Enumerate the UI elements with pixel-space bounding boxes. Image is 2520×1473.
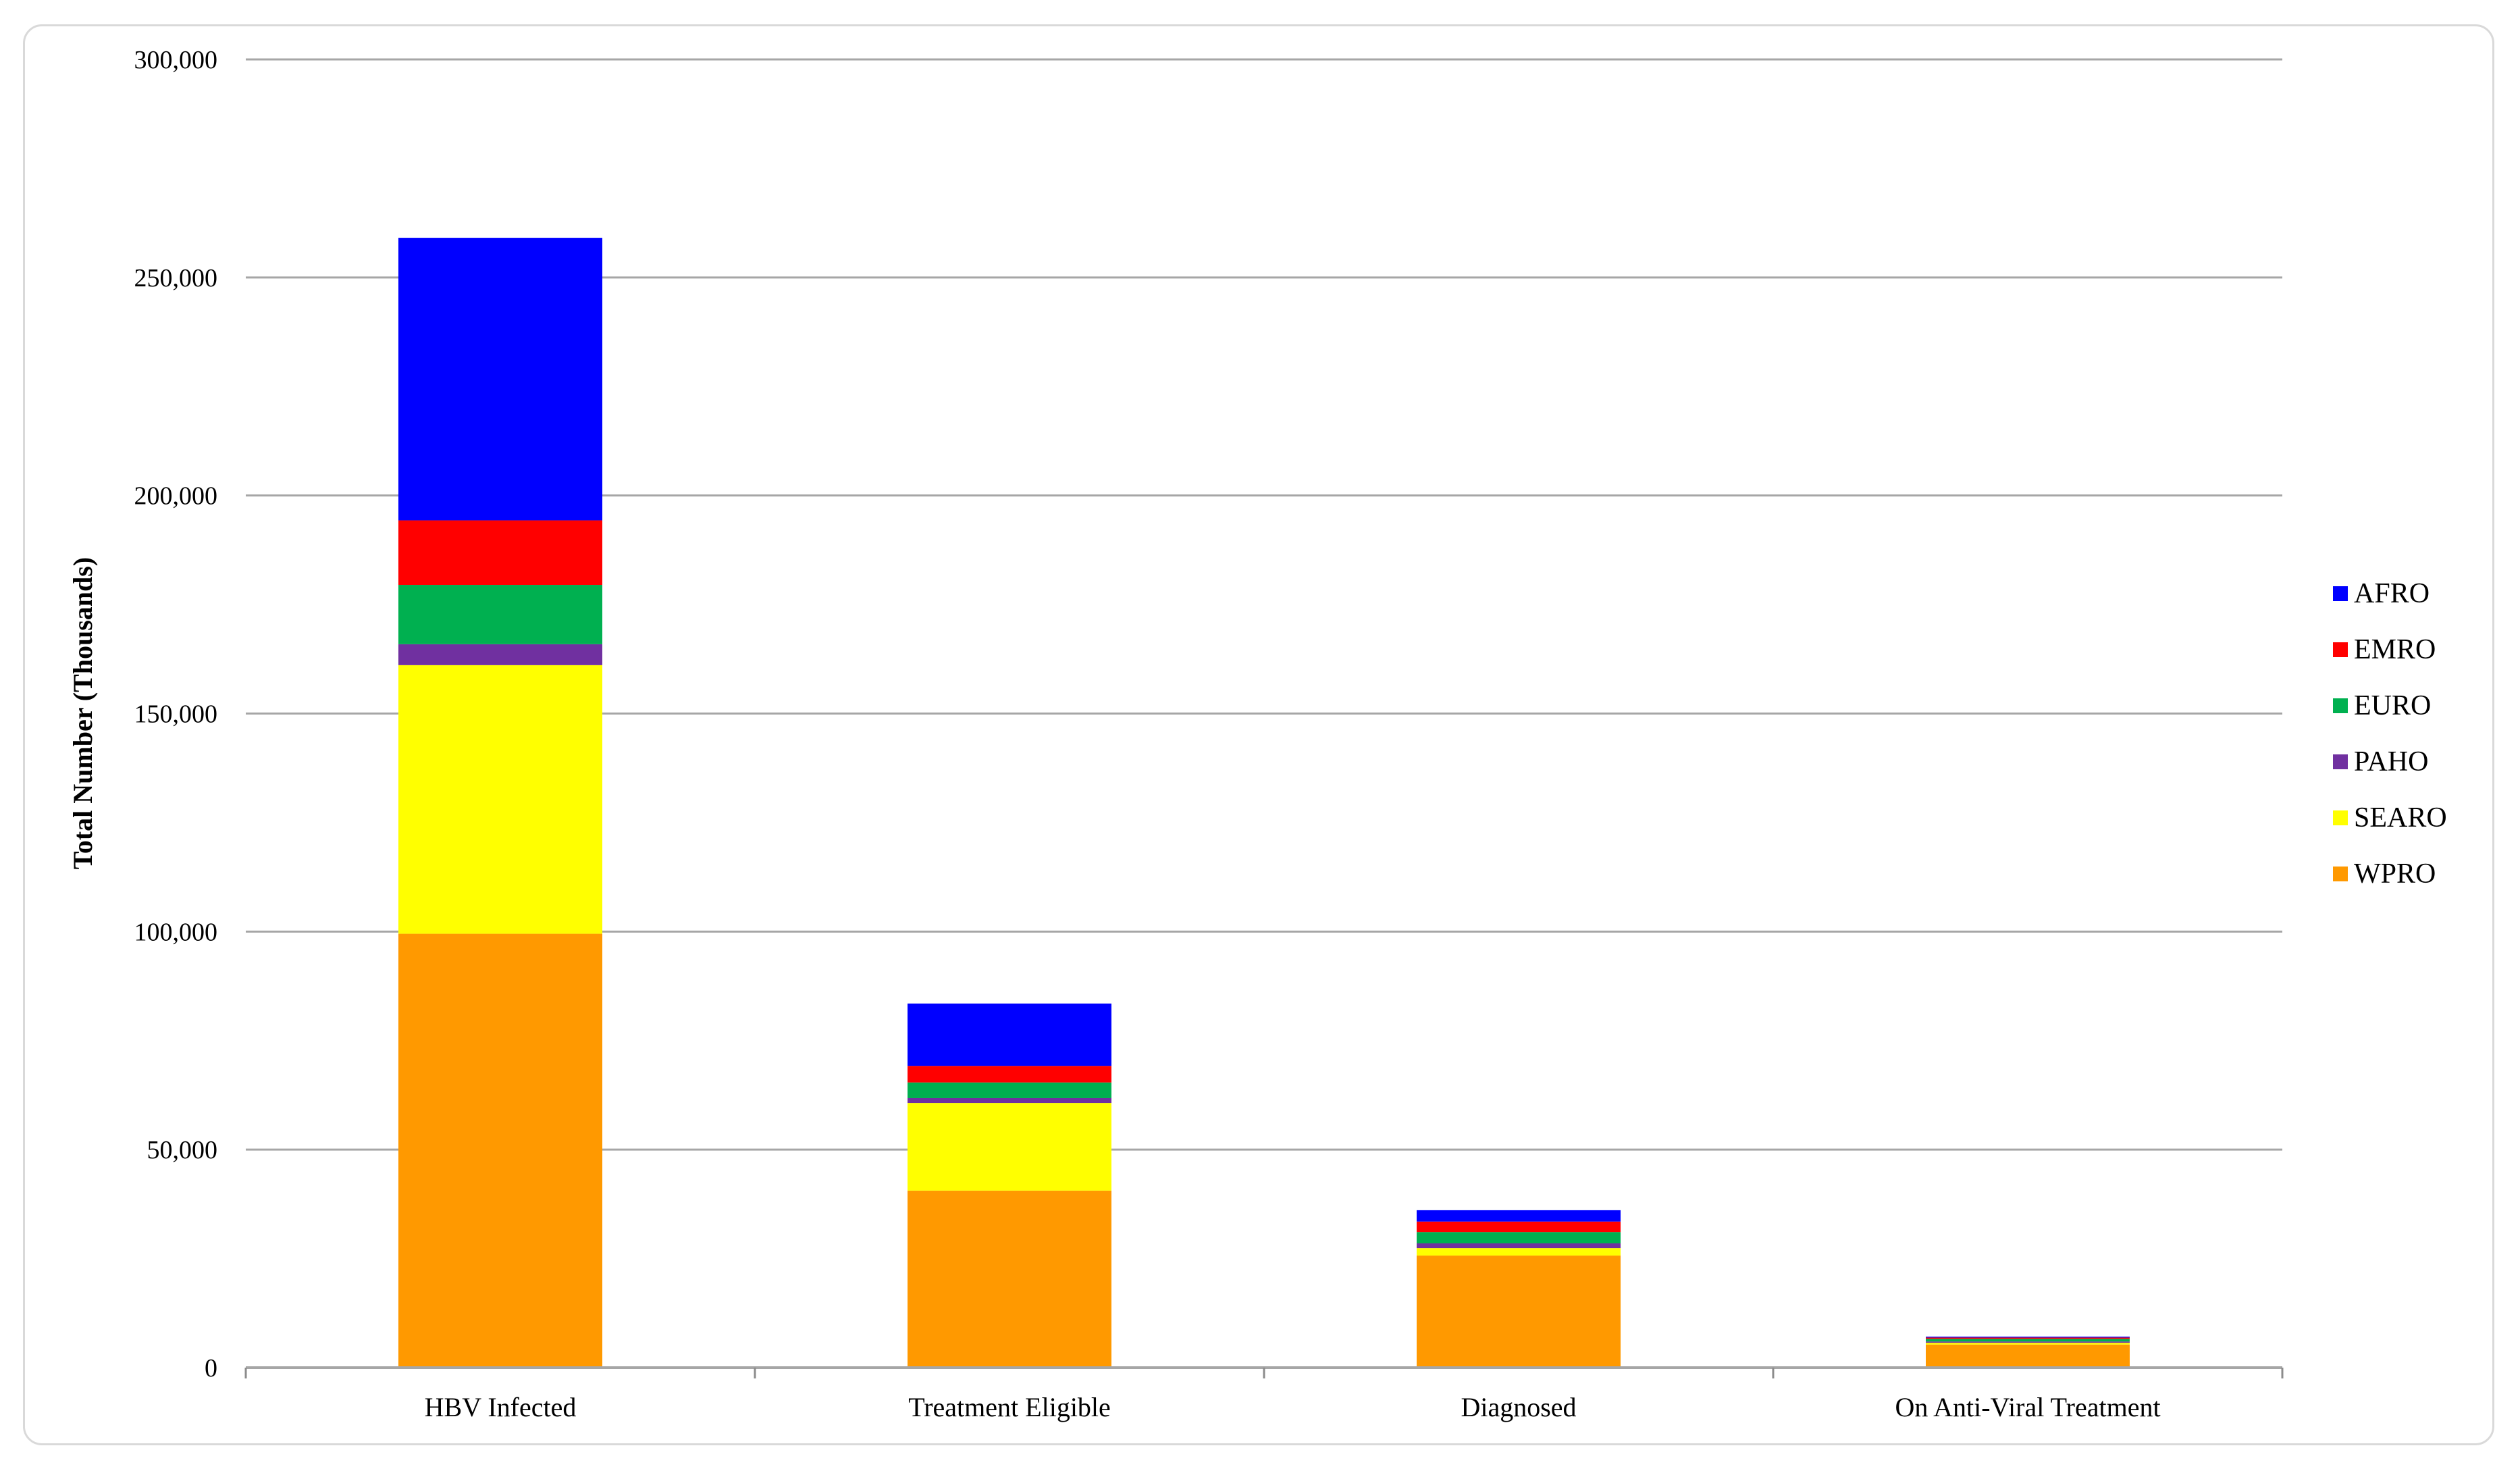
x-tick-label: Diagnosed — [1461, 1392, 1576, 1422]
axes: 0 50,000 100,000 150,000 200,000 250,000 300,0… — [134, 46, 2284, 1422]
bar-segment-emro — [1926, 1337, 2130, 1339]
bar-segment-emro — [1417, 1221, 1621, 1233]
y-tick-label: 200,000 — [134, 482, 218, 511]
y-tick-label: 50,000 — [147, 1136, 218, 1164]
y-tick-label: 300,000 — [134, 46, 218, 74]
legend-label-afro: AFRO — [2354, 578, 2430, 609]
y-tick-label: 0 — [205, 1354, 217, 1382]
bar-segment-paho — [1926, 1341, 2130, 1343]
legend-swatch-paho — [2333, 754, 2348, 769]
bar-segment-searo — [1417, 1248, 1621, 1256]
y-tick-label: 250,000 — [134, 264, 218, 292]
bar-segment-euro — [908, 1082, 1111, 1098]
bar-segment-emro — [908, 1066, 1111, 1083]
x-tick-label: HBV Infected — [425, 1392, 577, 1422]
legend-label-paho: PAHO — [2354, 746, 2429, 777]
y-tick-label: 100,000 — [134, 918, 218, 946]
legend-swatch-afro — [2333, 586, 2348, 601]
x-tick-label: On Anti-Viral Treatment — [1895, 1392, 2160, 1422]
bar-segment-emro — [398, 520, 602, 586]
y-tick-label: 150,000 — [134, 700, 218, 729]
bar-segment-afro — [1417, 1210, 1621, 1222]
bar-segment-afro — [398, 238, 602, 521]
bar-segment-euro — [398, 585, 602, 644]
legend-label-searo: SEARO — [2354, 802, 2447, 833]
legend-label-wpro: WPRO — [2354, 858, 2436, 889]
legend-swatch-wpro — [2333, 867, 2348, 881]
legend-label-euro: EURO — [2354, 690, 2431, 721]
bar-segment-wpro — [398, 933, 602, 1368]
bar-segment-paho — [908, 1097, 1111, 1104]
bar-segment-paho — [1417, 1243, 1621, 1249]
y-axis-label: Total Number (Thousands) — [68, 557, 98, 869]
bar-segment-wpro — [908, 1190, 1111, 1368]
legend-swatch-emro — [2333, 642, 2348, 657]
bar-segment-searo — [908, 1103, 1111, 1191]
legend-swatch-euro — [2333, 698, 2348, 713]
bar-segment-searo — [1926, 1343, 2130, 1345]
bar-segment-euro — [1417, 1232, 1621, 1243]
bar-segment-wpro — [1926, 1344, 2130, 1368]
legend-label-emro: EMRO — [2354, 634, 2436, 665]
bar-segment-afro — [908, 1003, 1111, 1066]
x-tick-label: Treatment Eligible — [908, 1392, 1111, 1422]
bars — [398, 238, 2130, 1368]
legend: AFRO EMRO EURO PAHO SEARO WPRO — [2333, 578, 2447, 889]
bar-segment-euro — [1926, 1339, 2130, 1342]
bar-segment-wpro — [1417, 1256, 1621, 1368]
bar-segment-paho — [398, 644, 602, 665]
legend-swatch-searo — [2333, 810, 2348, 825]
bar-segment-searo — [398, 665, 602, 934]
